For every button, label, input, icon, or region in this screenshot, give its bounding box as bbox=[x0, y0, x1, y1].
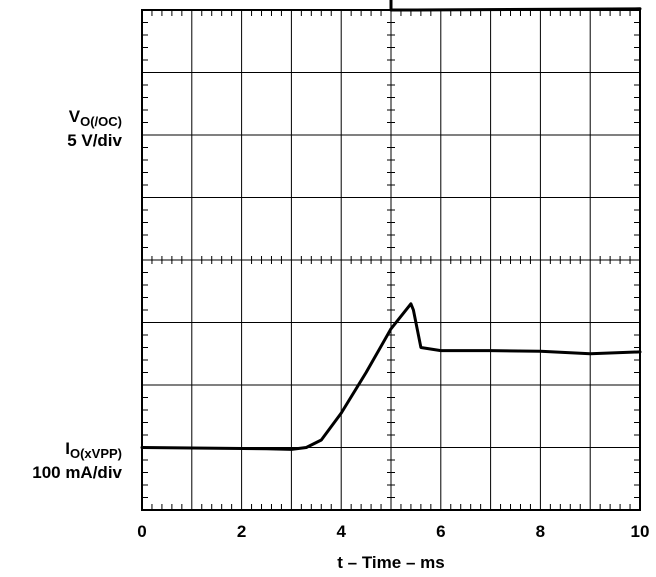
x-tick-label: 4 bbox=[336, 522, 346, 541]
channel-label-io: IO(xVPP) 100 mA/div bbox=[6, 438, 122, 484]
x-tick-label: 6 bbox=[436, 522, 445, 541]
x-tick-label: 10 bbox=[631, 522, 650, 541]
io-label-sub: O(xVPP) bbox=[69, 446, 122, 461]
trace-vo bbox=[389, 0, 642, 12]
vo-scale: 5 V/div bbox=[67, 131, 122, 151]
vo-label-main: V bbox=[68, 107, 81, 126]
vo-label-sub: O(/OC) bbox=[80, 114, 122, 129]
x-tick-label: 0 bbox=[137, 522, 146, 541]
grid bbox=[142, 10, 640, 510]
channel-label-vo: VO(/OC) 5 V/div bbox=[20, 106, 122, 152]
x-tick-label: 8 bbox=[536, 522, 545, 541]
x-tick-label: 2 bbox=[237, 522, 246, 541]
trace-io bbox=[140, 302, 642, 451]
io-scale: 100 mA/div bbox=[32, 463, 122, 483]
plot-frame bbox=[141, 9, 641, 511]
io-label-main: I bbox=[65, 439, 70, 458]
x-tick-labels: 0 2 4 6 8 10 bbox=[137, 522, 649, 541]
x-axis-title: t – Time – ms bbox=[337, 553, 444, 572]
